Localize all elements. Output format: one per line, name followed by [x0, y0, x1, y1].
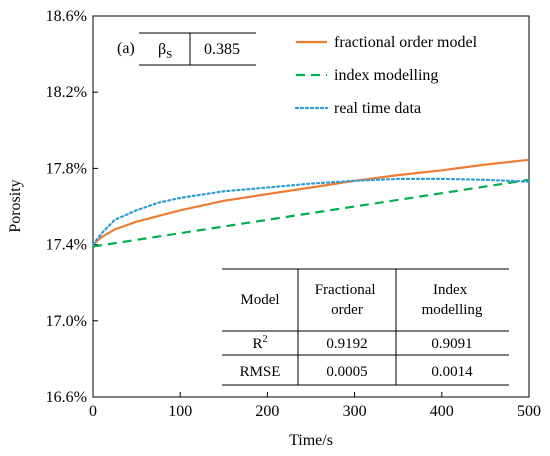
- legend: fractional order model index modelling rea…: [294, 34, 478, 117]
- legend-label: index modelling: [334, 67, 438, 84]
- table-cell-rmse-fractional: 0.0005: [326, 364, 367, 380]
- table-cell-rmse-index: 0.0014: [431, 364, 473, 380]
- x-tick-label: 500: [517, 403, 541, 420]
- y-tick-label: 18.6%: [46, 8, 87, 25]
- table-row-label-rmse: RMSE: [240, 364, 281, 380]
- x-axis-ticks: 0 100 200 300 400 500: [89, 392, 541, 420]
- plot-area-frame: [92, 15, 530, 398]
- x-tick-label: 300: [343, 403, 367, 420]
- series-layer: [91, 158, 531, 248]
- table-cell-r2-index: 0.9091: [431, 336, 472, 352]
- x-tick-label: 100: [168, 403, 192, 420]
- stats-table: Model Fractional order Index modelling R…: [222, 268, 509, 386]
- table-cell-r2-fractional: 0.9192: [326, 336, 367, 352]
- panel-label: (a): [117, 40, 135, 57]
- y-tick-label: 16.6%: [46, 389, 87, 406]
- series-line-3: [91, 177, 531, 246]
- series-line-1: [92, 158, 530, 246]
- x-axis-title: Time/s: [289, 432, 333, 449]
- y-tick-label: 17.8%: [46, 160, 87, 177]
- table-header-model: Model: [240, 292, 279, 308]
- x-tick-label: 400: [430, 403, 454, 420]
- y-tick-label: 18.2%: [46, 84, 87, 101]
- legend-label: fractional order model: [334, 34, 478, 51]
- legend-label: real time data: [334, 100, 421, 117]
- param-value: 0.385: [204, 41, 240, 58]
- table-header-fractional: Fractional order: [315, 282, 380, 318]
- parameter-box: βS 0.385: [139, 32, 256, 66]
- table-row-label-r2: R2: [252, 334, 267, 352]
- y-tick-label: 17.4%: [46, 237, 87, 254]
- x-tick-label: 200: [255, 403, 279, 420]
- y-axis-title: Porosity: [7, 179, 24, 232]
- series-line-2: [92, 178, 530, 248]
- param-symbol: βS: [158, 41, 172, 61]
- y-axis-ticks: 16.6% 17.0% 17.4% 17.8% 18.2% 18.6%: [46, 8, 98, 406]
- table-header-index: Index modelling: [422, 282, 483, 318]
- y-tick-label: 17.0%: [46, 313, 87, 330]
- x-tick-label: 0: [89, 403, 97, 420]
